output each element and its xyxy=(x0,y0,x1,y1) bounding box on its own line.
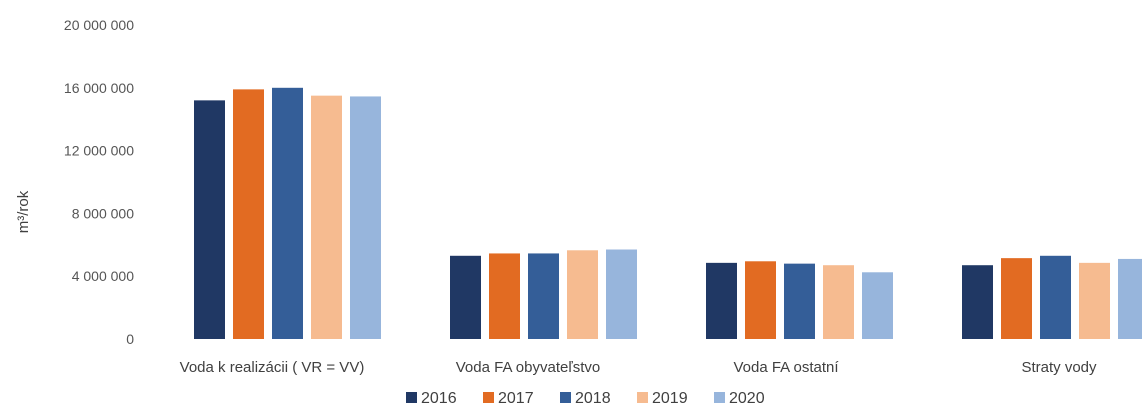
bar-2016-0 xyxy=(194,100,225,339)
bar-2016-1 xyxy=(450,255,481,339)
bar-2020-2 xyxy=(862,272,893,339)
category-label: Voda FA obyvateľstvo xyxy=(456,359,600,376)
y-tick-label: 0 xyxy=(126,331,134,347)
bar-2020-0 xyxy=(350,96,381,339)
bar-2016-2 xyxy=(706,262,737,339)
legend-label-2019: 2019 xyxy=(652,390,688,407)
category-labels: Voda k realizácii ( VR = VV) Voda FA obyv… xyxy=(180,359,1097,376)
bar-2018-2 xyxy=(784,263,815,339)
y-tick-label: 12 000 000 xyxy=(64,143,134,159)
legend-swatch-2016 xyxy=(406,392,417,403)
legend-label-2017: 2017 xyxy=(498,390,534,407)
bar-2017-1 xyxy=(489,253,520,339)
y-tick-label: 8 000 000 xyxy=(72,205,134,221)
legend: 2016 2017 2018 2019 2020 xyxy=(406,390,765,407)
bar-2019-1 xyxy=(567,250,598,339)
bar-2019-2 xyxy=(823,265,854,339)
category-label: Voda FA ostatní xyxy=(733,359,839,376)
y-axis-ticks: 0 4 000 000 8 000 000 12 000 000 16 000 000 2… xyxy=(64,17,134,347)
bar-2017-2 xyxy=(745,261,776,339)
bar-2017-3 xyxy=(1001,258,1032,339)
legend-label-2018: 2018 xyxy=(575,390,611,407)
legend-label-2020: 2020 xyxy=(729,390,765,407)
y-tick-label: 4 000 000 xyxy=(72,268,134,284)
bars xyxy=(194,87,1142,340)
legend-swatch-2019 xyxy=(637,392,648,403)
y-tick-label: 16 000 000 xyxy=(64,80,134,96)
bar-2019-0 xyxy=(311,95,342,340)
bar-2018-3 xyxy=(1040,255,1071,339)
legend-swatch-2018 xyxy=(560,392,571,403)
bar-2018-0 xyxy=(272,87,303,339)
legend-swatch-2020 xyxy=(714,392,725,403)
category-label: Straty vody xyxy=(1021,359,1097,376)
bar-2019-3 xyxy=(1079,262,1110,339)
legend-label-2016: 2016 xyxy=(421,390,457,407)
bar-2018-1 xyxy=(528,253,559,339)
y-tick-label: 20 000 000 xyxy=(64,17,134,33)
bar-2020-3 xyxy=(1118,258,1142,339)
y-axis-label: m³/rok xyxy=(15,190,32,233)
legend-swatch-2017 xyxy=(483,392,494,403)
bar-2017-0 xyxy=(233,89,264,340)
bar-2016-3 xyxy=(962,265,993,339)
category-label: Voda k realizácii ( VR = VV) xyxy=(180,359,365,376)
bar-2020-1 xyxy=(606,249,637,339)
